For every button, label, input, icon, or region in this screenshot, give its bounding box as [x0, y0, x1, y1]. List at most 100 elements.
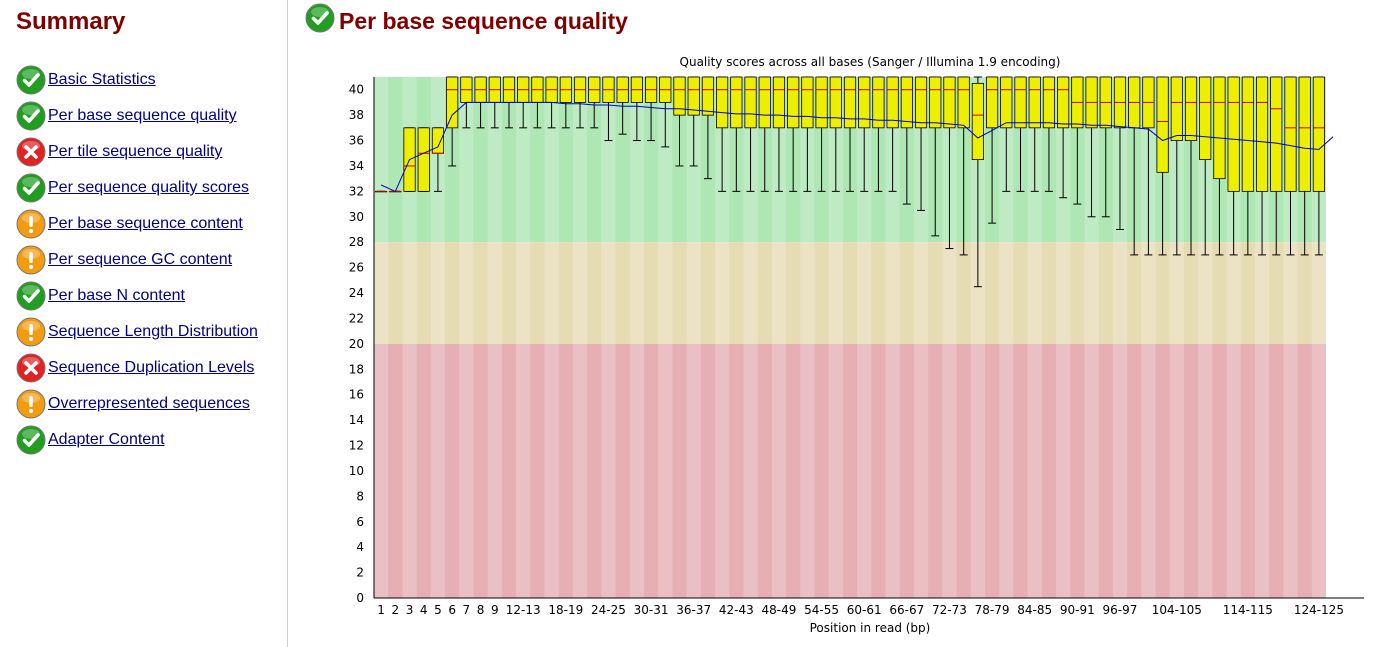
box-body [829, 76, 842, 129]
box-100-101 [1142, 76, 1155, 256]
box-body [431, 127, 445, 154]
column-stripe [430, 77, 446, 598]
y-tick-label: 14 [349, 413, 364, 427]
mean-line [380, 101, 1334, 193]
x-tick-label: 96-97 [1103, 603, 1138, 617]
x-tick-label: 30-31 [634, 603, 669, 617]
column-stripe [913, 77, 929, 598]
box-80-81 [1000, 76, 1013, 192]
box-84-85 [1028, 76, 1041, 192]
summary-item: Adapter Content [16, 422, 258, 458]
box-18-19 [559, 76, 572, 129]
module-panel: Per base sequence quality 0 2 4 6 8 10 12 14 16 1… [289, 0, 1400, 647]
y-tick-label: 20 [349, 337, 364, 351]
box-body [787, 76, 800, 129]
warning-icon [16, 209, 46, 239]
box-86-87 [1042, 76, 1056, 192]
module-header: Per base sequence quality [305, 0, 628, 35]
box-22-23 [588, 76, 601, 129]
box-body [1199, 76, 1212, 160]
summary-link[interactable]: Per tile sequence quality [48, 143, 223, 160]
summary-link[interactable]: Adapter Content [48, 431, 165, 448]
box-122-123 [1298, 76, 1311, 256]
x-tick-label: 66-67 [889, 603, 924, 617]
box-48-49 [772, 76, 786, 192]
box-66-67 [900, 76, 913, 205]
check-icon [16, 173, 46, 203]
box-26-27 [616, 76, 629, 135]
module-title: Per base sequence quality [339, 8, 628, 34]
box-body [971, 82, 984, 160]
box-88-89 [1057, 76, 1070, 199]
box-body [1284, 76, 1297, 192]
y-tick-label: 22 [349, 311, 364, 325]
box-20-21 [573, 76, 587, 129]
box-116-117 [1255, 76, 1269, 256]
check-icon [16, 425, 46, 455]
box-body [1312, 76, 1325, 192]
summary-link[interactable]: Overrepresented sequences [48, 395, 250, 412]
column-stripe [374, 77, 389, 598]
box-body [1000, 76, 1013, 129]
x-tick-label: 84-85 [1017, 603, 1052, 617]
column-stripe [885, 77, 900, 598]
box-62-63 [872, 76, 885, 192]
box-body [1255, 76, 1269, 192]
y-tick-label: 10 [349, 464, 364, 478]
summary-list: Basic Statistics Per base sequence qualit… [16, 62, 258, 458]
summary-link[interactable]: Per base sequence quality [48, 107, 237, 124]
column-stripe [629, 77, 644, 598]
column-stripe [970, 77, 985, 598]
summary-item: Per sequence GC content [16, 242, 258, 278]
chart-title: Quality scores across all bases (Sanger … [680, 55, 1061, 69]
box-108-109 [1199, 76, 1212, 256]
x-tick-label: 8 [477, 603, 485, 617]
box-90-91 [1071, 76, 1084, 205]
box-64-65 [886, 76, 899, 192]
x-tick-label: 78-79 [975, 603, 1010, 617]
summary-item: Per tile sequence quality [16, 134, 258, 170]
x-tick-label: 6 [448, 603, 456, 617]
x-tick-label: 1 [377, 603, 385, 617]
summary-item: Basic Statistics [16, 62, 258, 98]
summary-link[interactable]: Per sequence GC content [48, 251, 233, 268]
summary-link[interactable]: Per base sequence content [48, 215, 243, 232]
summary-item: Overrepresented sequences [16, 386, 258, 422]
box-60-61 [858, 76, 871, 192]
box-94-95 [1099, 76, 1112, 218]
box-82-83 [1014, 76, 1027, 192]
column-stripe [1084, 77, 1099, 598]
summary-link[interactable]: Basic Statistics [48, 71, 156, 88]
y-tick-label: 12 [349, 439, 364, 453]
box-1 [375, 190, 388, 193]
summary-link[interactable]: Sequence Duplication Levels [48, 359, 255, 376]
box-body [1028, 76, 1041, 129]
box-36-37 [687, 76, 700, 167]
box-body [900, 76, 913, 129]
x-tick-label: 7 [463, 603, 471, 617]
box-body [673, 76, 686, 116]
column-stripe [857, 77, 872, 598]
box-32-33 [659, 76, 672, 148]
box-body [1184, 76, 1198, 141]
box-body [1170, 76, 1183, 141]
summary-link[interactable]: Per base N content [48, 287, 185, 304]
column-stripe [942, 77, 957, 598]
column-stripe [459, 77, 474, 598]
box-50-51 [787, 76, 800, 192]
box-38-39 [701, 76, 714, 180]
cross-icon [16, 137, 46, 167]
box-body [1014, 76, 1027, 129]
box-body [943, 76, 956, 129]
box-body [1042, 76, 1056, 129]
summary-link[interactable]: Sequence Length Distribution [48, 323, 258, 340]
column-stripe [601, 77, 616, 598]
box-body [929, 76, 942, 129]
check-icon [16, 281, 46, 311]
x-tick-label: 42-43 [719, 603, 754, 617]
column-stripe [999, 77, 1014, 598]
box-body [701, 76, 714, 116]
column-stripe [1198, 77, 1213, 598]
box-24-25 [602, 76, 615, 142]
summary-link[interactable]: Per sequence quality scores [48, 179, 249, 196]
